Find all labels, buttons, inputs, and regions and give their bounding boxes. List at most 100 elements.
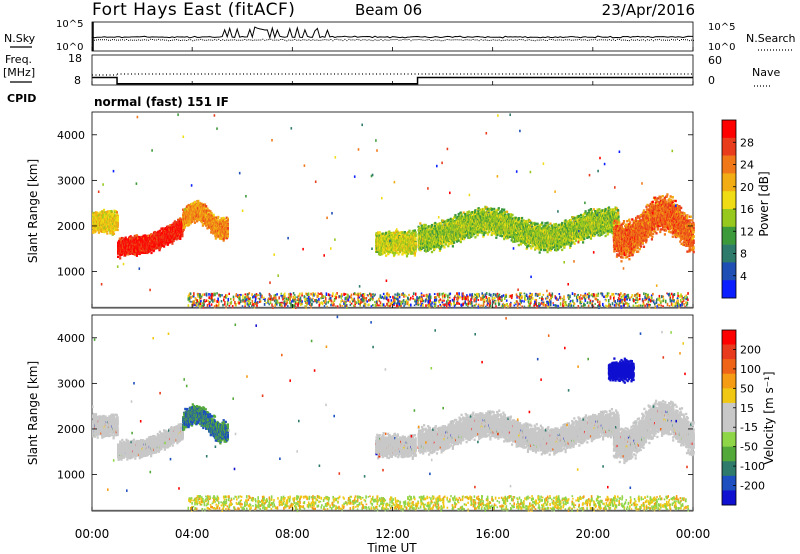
heatmap-cell — [112, 230, 115, 233]
heatmap-cell — [210, 211, 213, 215]
heatmap-cell — [134, 236, 137, 239]
power-heatmap-layer — [92, 113, 695, 309]
heatmap-cell — [102, 215, 105, 219]
heatmap-cell — [138, 252, 141, 256]
heatmap-cell — [129, 237, 132, 240]
heatmap-cell — [110, 209, 113, 213]
heatmap-cell — [193, 221, 196, 224]
cpid-text: normal (fast) 151 IF — [94, 95, 229, 109]
heatmap-cell — [135, 252, 138, 256]
heatmap-cell — [150, 251, 153, 255]
heatmap-cell — [133, 234, 136, 238]
heatmap-cell — [94, 227, 97, 230]
heatmap-cell — [205, 205, 208, 208]
nsky-ytick-top: 10^5 — [56, 19, 83, 30]
heatmap-cell — [98, 212, 101, 216]
heatmap-cell — [177, 237, 180, 240]
heatmap-cell — [130, 251, 133, 255]
heatmap-cell — [135, 254, 138, 257]
heatmap-cell — [102, 211, 105, 214]
heatmap-cell — [104, 211, 107, 214]
heatmap-cell — [102, 208, 106, 212]
heatmap-cell — [115, 211, 118, 214]
heatmap-cell — [115, 227, 118, 231]
date-label: 23/Apr/2016 — [602, 1, 695, 19]
heatmap-cell — [99, 211, 102, 214]
heatmap-cell — [121, 237, 124, 240]
freq-series-layer — [92, 73, 693, 85]
freq-ytick-bottom: 8 — [74, 74, 81, 87]
heatmap-cell — [111, 214, 114, 217]
heatmap-cell — [96, 212, 99, 215]
heatmap-cell — [130, 236, 133, 239]
heatmap-cell — [107, 228, 110, 231]
heatmap-cell — [116, 223, 119, 227]
nsky-series-line — [91, 25, 693, 40]
heatmap-cell — [140, 235, 143, 239]
heatmap-cell — [106, 232, 109, 235]
heatmap-cell — [112, 232, 116, 235]
nsearch-label: N.Search — [746, 32, 796, 45]
freq-series-line — [92, 76, 693, 85]
heatmap-cell — [116, 228, 119, 232]
heatmap-cell — [117, 255, 120, 258]
freq-ytick-top: 18 — [68, 52, 82, 65]
nsky-ytick-bottom: 10^0 — [56, 42, 83, 53]
heatmap-cell — [94, 230, 97, 233]
freq-unit-label: [MHz] — [3, 66, 35, 79]
heatmap-cell — [127, 252, 130, 256]
freq-panel-frame — [91, 54, 694, 86]
heatmap-cell — [131, 237, 134, 240]
station-title: Fort Hays East (fitACF) — [92, 0, 295, 20]
heatmap-cell — [120, 252, 123, 256]
heatmap-cell — [113, 209, 116, 212]
beam-label: Beam 06 — [355, 1, 422, 19]
nave-ytick-bottom: 0 — [708, 74, 715, 87]
heatmap-cell — [145, 249, 148, 252]
nave-ytick-top: 60 — [708, 54, 722, 67]
heatmap-cell — [111, 213, 114, 216]
heatmap-cell — [217, 215, 220, 219]
nsearch-ytick-bottom: 10^0 — [708, 42, 735, 53]
heatmap-cell — [137, 237, 140, 240]
heatmap-cell — [119, 257, 122, 260]
nsearch-series-dots — [92, 38, 694, 42]
heatmap-cell — [181, 234, 184, 238]
heatmap-cell — [135, 234, 138, 237]
heatmap-cell — [124, 238, 127, 241]
nave-label: Nave — [752, 66, 780, 79]
nsky-label: N.Sky — [4, 32, 36, 45]
heatmap-cell — [116, 216, 119, 219]
heatmap-cell — [112, 212, 115, 215]
heatmap-cell — [116, 222, 119, 225]
heatmap-cell — [108, 210, 111, 213]
heatmap-cell — [103, 230, 106, 234]
cpid-label: CPID — [7, 92, 36, 105]
freq-label: Freq. — [5, 53, 32, 66]
heatmap-cell — [142, 251, 146, 254]
heatmap-cell — [126, 238, 129, 241]
heatmap-cell — [116, 225, 119, 229]
heatmap-cell — [163, 245, 166, 248]
heatmap-cell — [105, 213, 108, 216]
heatmap-cell — [142, 237, 146, 240]
nsearch-ytick-top: 10^5 — [708, 22, 735, 33]
heatmap-cell — [118, 237, 121, 240]
heatmap-cell — [212, 213, 215, 217]
heatmap-cell — [138, 235, 141, 239]
heatmap-cell — [105, 211, 108, 214]
heatmap-cell — [121, 251, 124, 254]
nsky-series-layer — [91, 22, 694, 51]
heatmap-cell — [106, 210, 109, 213]
heatmap-cell — [136, 235, 139, 239]
heatmap-cell — [124, 236, 127, 239]
heatmap-cell — [145, 251, 148, 254]
heatmap-cell — [97, 231, 100, 234]
heatmap-cell — [171, 242, 174, 245]
heatmap-cell — [144, 236, 147, 240]
heatmap-cell — [97, 212, 100, 215]
heatmap-cell — [92, 214, 95, 217]
heatmap-cell — [116, 219, 119, 223]
heatmap-cell — [144, 234, 147, 237]
